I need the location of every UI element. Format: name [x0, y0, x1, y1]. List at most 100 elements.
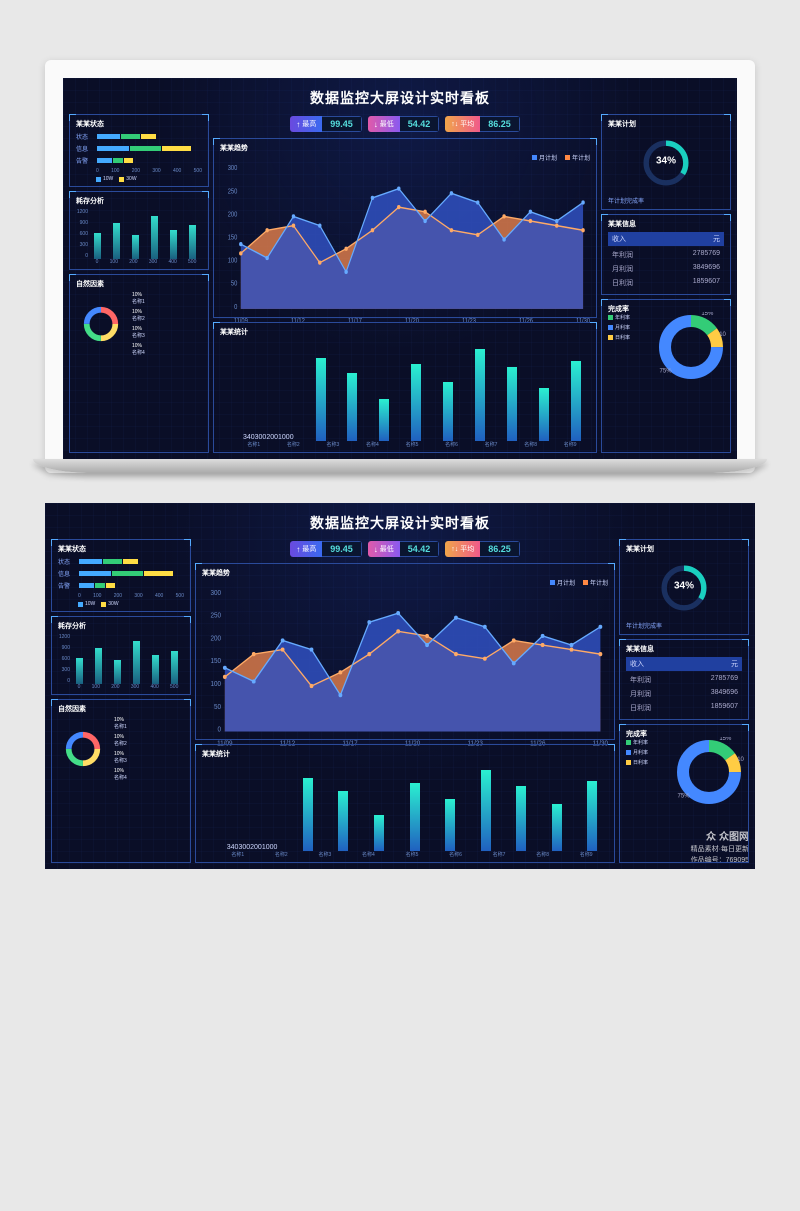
svg-text:100: 100 — [210, 681, 221, 688]
consume-bar — [132, 235, 139, 259]
kpi-label: 最高 — [290, 541, 322, 557]
completion-donut: 15%10%75% — [656, 312, 726, 382]
consume-bar — [76, 658, 83, 684]
status-label: 状态 — [76, 132, 94, 141]
plan-gauge: 34% — [626, 557, 742, 619]
svg-text:200: 200 — [210, 635, 221, 642]
dashboard-title: 数据监控大屏设计实时看板 — [51, 509, 749, 539]
status-label: 状态 — [58, 557, 76, 566]
stats-bar — [338, 791, 348, 851]
kpi-value: 54.42 — [400, 116, 440, 132]
info-row: 年利润2785769 — [608, 248, 724, 262]
svg-text:50: 50 — [214, 704, 221, 711]
consume-bar — [95, 648, 102, 684]
trend-legend: 月计划年计划 — [550, 578, 608, 587]
dashboard-grid: 某某状态状态信息告警010020030040050010W30W耗存分析1200… — [69, 114, 731, 453]
status-bar — [79, 583, 184, 588]
svg-text:250: 250 — [228, 188, 238, 196]
svg-text:50: 50 — [231, 280, 238, 288]
svg-text:100: 100 — [228, 257, 238, 265]
consume-bars: 12009006003000 — [76, 209, 202, 259]
consume-bars: 12009006003000 — [58, 634, 184, 684]
status-bar — [79, 571, 184, 576]
panel-title: 自然因素 — [76, 279, 202, 289]
stats-bar — [481, 770, 491, 851]
status-legend: 10W30W — [96, 176, 202, 182]
stats-panel: 某某统计3403002001000名称1名称2名称3名称4名称5名称6名称7名称… — [195, 744, 615, 863]
stats-bar — [587, 781, 597, 851]
stats-bars: 3403002001000 — [220, 340, 590, 441]
panel-title: 某某信息 — [608, 219, 724, 229]
consume-bar — [133, 641, 140, 684]
kpi-row: 最高99.45最低54.42平均86.25 — [195, 539, 615, 559]
stats-bar — [516, 786, 526, 851]
trend-legend: 月计划年计划 — [532, 153, 590, 162]
status-row: 告警 — [76, 156, 202, 165]
panel-title: 某某统计 — [220, 327, 590, 337]
kpi-card: 最高99.45 — [290, 541, 362, 557]
dashboard-grid: 某某状态状态信息告警010020030040050010W30W耗存分析1200… — [51, 539, 749, 863]
completion-legend: 年利率月利率日利率 — [626, 739, 648, 769]
panel-title: 某某状态 — [76, 119, 202, 129]
panel-title: 自然因素 — [58, 704, 184, 714]
left-column: 某某状态状态信息告警010020030040050010W30W耗存分析1200… — [69, 114, 209, 453]
completion-panel: 完成率年利率月利率日利率15%10%75% — [601, 299, 731, 453]
stats-bar — [443, 382, 453, 442]
kpi-card: 最低54.42 — [368, 541, 440, 557]
right-column: 某某计划34%年计划完成率某某信息收入元年利润2785769月利润3849696… — [619, 539, 749, 863]
kpi-card: 最低54.42 — [368, 116, 440, 132]
plan-panel: 某某计划34%年计划完成率 — [619, 539, 749, 635]
consume-bar — [170, 230, 177, 259]
kpi-value: 86.25 — [480, 541, 520, 557]
completion-donut: 15%10%75% — [674, 737, 744, 807]
svg-text:0: 0 — [234, 303, 238, 311]
panel-title: 耗存分析 — [58, 621, 184, 631]
panel-title: 某某信息 — [626, 644, 742, 654]
standalone-panel: 众众图网 精品素材·每日更新 作品编号：769095 数据监控大屏设计实时看板某… — [45, 503, 755, 869]
svg-text:75%: 75% — [678, 794, 691, 800]
stats-bar — [571, 361, 581, 441]
panel-title: 某某计划 — [626, 544, 742, 554]
svg-text:200: 200 — [228, 211, 238, 219]
stats-bar — [303, 778, 313, 851]
svg-text:10%: 10% — [719, 332, 726, 338]
panel-title: 某某状态 — [58, 544, 184, 554]
kpi-card: 平均86.25 — [445, 116, 520, 132]
svg-text:150: 150 — [228, 234, 238, 242]
kpi-label: 平均 — [445, 116, 480, 132]
stats-bar — [316, 358, 326, 441]
status-panel: 某某状态状态信息告警010020030040050010W30W — [51, 539, 191, 612]
completion-legend: 年利率月利率日利率 — [608, 314, 630, 344]
status-panel: 某某状态状态信息告警010020030040050010W30W — [69, 114, 209, 187]
status-bar — [97, 146, 202, 151]
info-header: 收入元 — [608, 232, 724, 246]
stats-bar — [374, 815, 384, 851]
plan-value: 34% — [656, 155, 676, 166]
info-header: 收入元 — [626, 657, 742, 671]
kpi-card: 最高99.45 — [290, 116, 362, 132]
trend-chart: 30025020015010050011/0911/1211/1711/2011… — [202, 581, 608, 748]
panel-title: 某某趋势 — [220, 143, 590, 153]
nature-panel: 自然因素10%名称110%名称210%名称310%名称4 — [69, 274, 209, 453]
consume-bar — [114, 660, 121, 684]
stats-bar — [347, 373, 357, 442]
stats-bar — [539, 388, 549, 442]
dashboard-screen-2: 众众图网 精品素材·每日更新 作品编号：769095 数据监控大屏设计实时看板某… — [45, 503, 755, 869]
stats-bar — [410, 783, 420, 851]
consume-bar — [189, 225, 196, 259]
plan-gauge: 34% — [608, 132, 724, 194]
laptop-base — [33, 459, 767, 473]
trend-panel: 某某趋势月计划年计划30025020015010050011/0911/1211… — [195, 563, 615, 740]
consume-panel: 耗存分析120090060030000100200300400500 — [69, 191, 209, 270]
page-container: 数据监控大屏设计实时看板某某状态状态信息告警010020030040050010… — [0, 0, 800, 503]
svg-text:10%: 10% — [737, 757, 744, 763]
info-row: 年利润2785769 — [626, 673, 742, 687]
status-row: 状态 — [58, 557, 184, 566]
svg-text:150: 150 — [210, 658, 221, 665]
svg-text:300: 300 — [210, 590, 221, 597]
center-column: 最高99.45最低54.42平均86.25某某趋势月计划年计划300250200… — [195, 539, 615, 863]
status-label: 信息 — [76, 144, 94, 153]
kpi-row: 最高99.45 最低54.42 平均86.25 — [213, 114, 597, 134]
status-row: 状态 — [76, 132, 202, 141]
stats-bar — [379, 399, 389, 441]
